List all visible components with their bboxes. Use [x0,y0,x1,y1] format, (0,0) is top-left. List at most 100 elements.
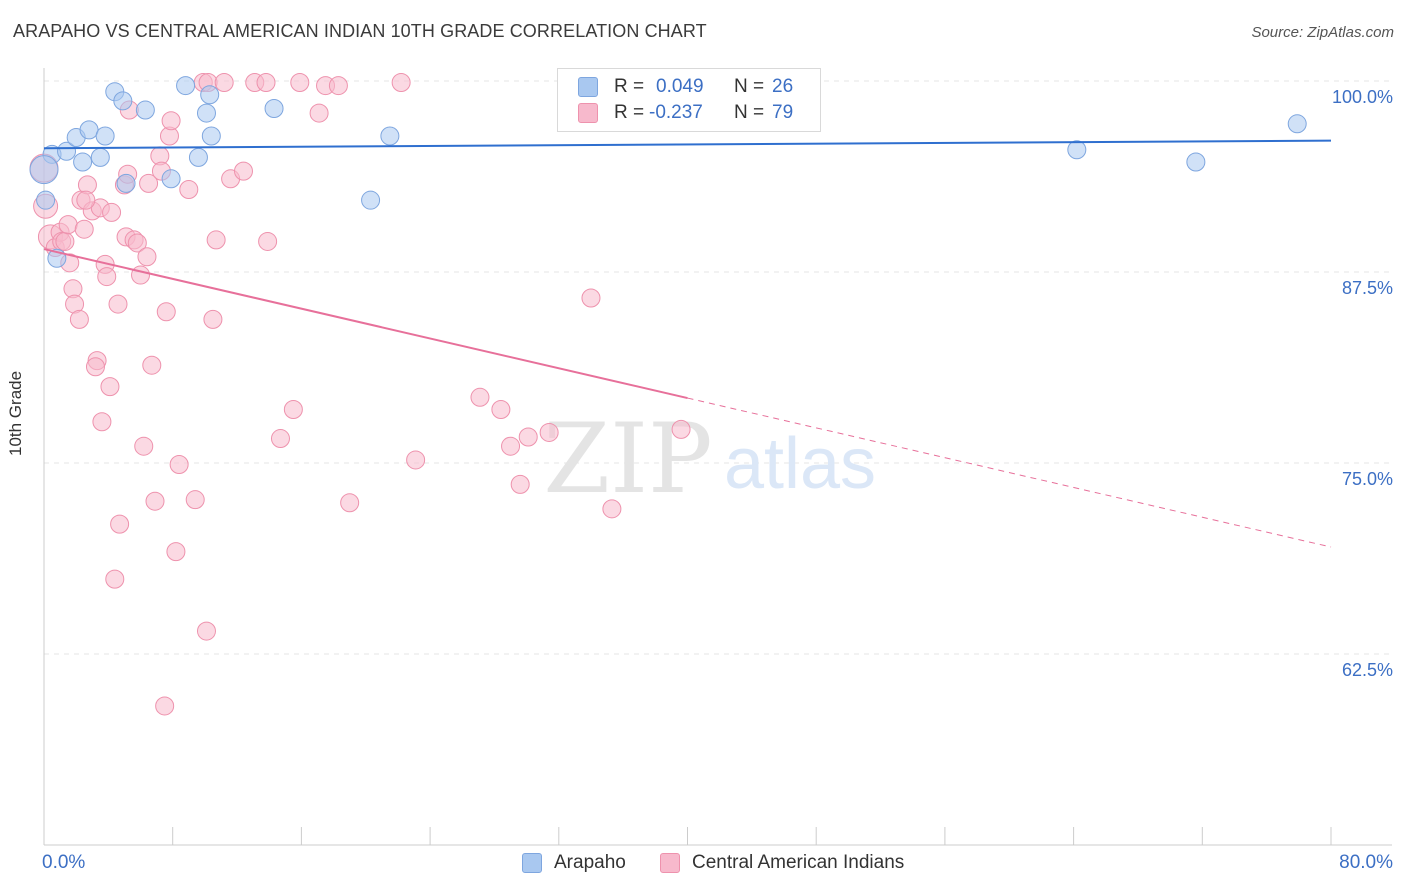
watermark-atlas: atlas [724,424,876,504]
data-point-central [76,190,96,210]
legend-r-label: R = [614,76,645,97]
data-point-central [127,233,147,253]
data-point-central [196,621,216,641]
data-point-central [581,288,601,308]
x-tick-label-max: 80.0% [1339,852,1393,873]
y-tick-label: 87.5% [1341,278,1393,298]
legend-r-value-arapaho: 0.049 [656,76,704,97]
data-point-central [406,450,426,470]
data-point-central [179,179,199,199]
data-point-central [102,202,122,222]
data-point-central [491,400,511,420]
legend-n-value-arapaho: 26 [772,76,794,97]
data-point-central [145,491,165,511]
data-point-central [309,103,329,123]
bottom-legend-label-arapaho: Arapaho [554,852,626,873]
trend-lines [43,139,1332,548]
data-point-central [501,436,521,456]
data-point-central [55,231,75,251]
data-point-central [671,419,691,439]
legend-row-arapaho: R = 0.049 N = 26 [578,74,850,100]
data-point-central [510,474,530,494]
data-point-central [169,455,189,475]
data-point-arapaho [1067,140,1087,160]
data-point-central [105,569,125,589]
legend-r-label: R = [614,102,645,123]
data-point-arapaho [264,99,284,119]
series-arapaho [29,76,1307,268]
data-point-central [328,76,348,96]
data-point-central [166,542,186,562]
data-point-arapaho [201,126,221,146]
data-point-central [58,215,78,235]
legend-n-label: N = [734,102,765,123]
data-point-central [92,412,112,432]
data-point-arapaho [161,169,181,189]
bottom-legend-swatch-arapaho [522,853,542,873]
data-point-arapaho [113,91,133,111]
data-point-central [258,231,278,251]
bottom-legend-label-central: Central American Indians [692,852,905,873]
data-point-central [97,267,117,287]
bottom-legend-central[interactable]: Central American Indians [660,852,904,874]
chart-title: ARAPAHO VS CENTRAL AMERICAN INDIAN 10TH … [13,21,707,41]
data-point-central [256,73,276,93]
trend-line-arapaho [43,139,1332,150]
data-point-arapaho [361,190,381,210]
bottom-legend-swatch-central [660,853,680,873]
data-point-arapaho [79,120,99,140]
data-point-central [470,387,490,407]
data-point-central [391,73,411,93]
data-point-arapaho [116,173,136,193]
data-point-arapaho [57,141,77,161]
data-point-central [69,309,89,329]
watermark: ZIP atlas [543,403,876,515]
data-point-arapaho [29,155,59,185]
data-point-central [110,514,130,534]
bottom-legend-arapaho[interactable]: Arapaho [522,852,626,874]
legend-row-central: R = -0.237 N = 79 [578,100,850,126]
data-point-central [100,377,120,397]
data-point-central [137,247,157,267]
data-point-central [539,422,559,442]
x-tick-label-min: 0.0% [42,852,86,873]
data-point-arapaho [200,85,220,105]
data-point-arapaho [1287,114,1307,134]
legend-swatch-arapaho [578,77,598,97]
trend-line-central-extrapolated [687,397,1332,548]
data-point-central [74,219,94,239]
legend-r-value-central: -0.237 [649,102,703,123]
y-tick-label: 100.0% [1331,87,1393,107]
y-tick-label: 75.0% [1341,469,1393,489]
data-point-arapaho [73,152,93,172]
watermark-zip: ZIP [543,403,712,515]
data-point-central [155,696,175,716]
y-tick-label: 62.5% [1341,660,1393,680]
data-point-central [203,309,223,329]
data-point-central [270,429,290,449]
axes [43,68,1392,846]
data-point-central [602,499,622,519]
data-point-central [161,111,181,131]
legend-swatch-central [578,103,598,123]
data-point-arapaho [36,190,56,210]
legend-n-label: N = [734,76,765,97]
data-point-central [214,73,234,93]
data-point-arapaho [90,147,110,167]
data-point-arapaho [380,126,400,146]
data-point-central [206,230,226,250]
data-point-arapaho [1186,152,1206,172]
data-point-central [283,400,303,420]
data-point-central [131,265,151,285]
data-point-arapaho [95,126,115,146]
data-point-arapaho [188,147,208,167]
data-point-central [108,294,128,314]
series-central-american-indians [29,73,691,716]
data-point-central [142,355,162,375]
trend-line-central [43,248,688,400]
source-label: Source: ZipAtlas.com [1251,24,1394,41]
correlation-legend: R = 0.049 N = 26 R = -0.237 N = 79 [557,68,821,132]
data-point-central [185,490,205,510]
data-point-arapaho [176,76,196,96]
